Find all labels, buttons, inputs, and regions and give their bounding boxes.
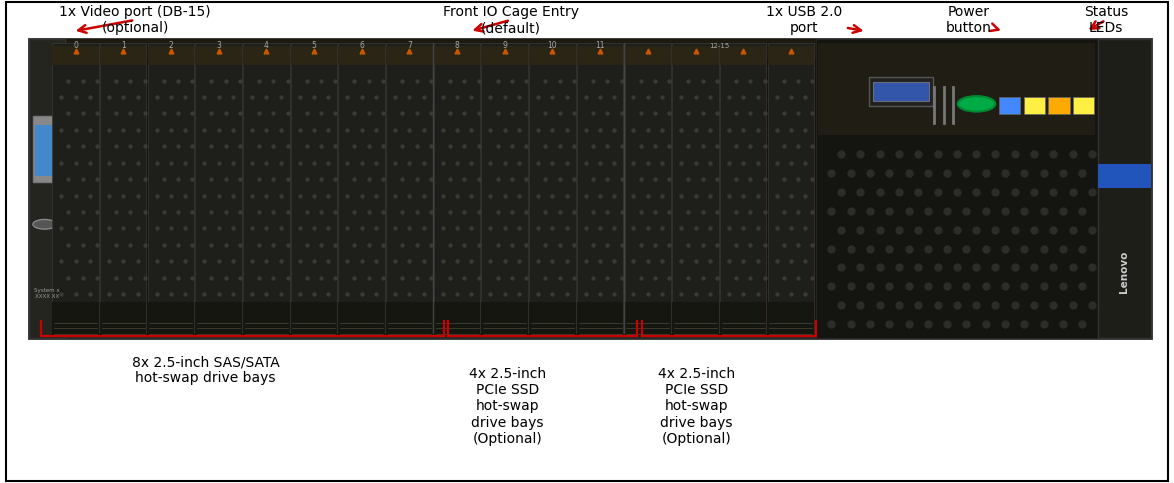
Bar xyxy=(818,43,1095,135)
Bar xyxy=(768,301,814,336)
Bar xyxy=(291,301,337,336)
Bar xyxy=(1048,97,1070,114)
Bar xyxy=(673,46,718,65)
Text: Status
LEDs: Status LEDs xyxy=(1084,5,1128,35)
Text: 4: 4 xyxy=(264,42,269,50)
Bar xyxy=(720,43,767,333)
Bar xyxy=(195,301,242,336)
Text: 9: 9 xyxy=(502,42,507,50)
Bar xyxy=(52,43,99,333)
Bar xyxy=(291,46,337,65)
Text: 11: 11 xyxy=(595,42,605,50)
Bar xyxy=(29,39,1151,58)
Bar xyxy=(386,43,432,333)
Text: 1x USB 2.0
port: 1x USB 2.0 port xyxy=(767,5,861,35)
Bar xyxy=(243,46,290,65)
Bar xyxy=(625,301,672,336)
Bar xyxy=(673,301,718,336)
Bar xyxy=(625,43,672,333)
Text: 5: 5 xyxy=(311,42,317,50)
Text: 10: 10 xyxy=(547,42,558,50)
Bar xyxy=(1098,164,1151,188)
Bar xyxy=(291,43,337,333)
Bar xyxy=(999,97,1020,114)
Bar xyxy=(195,43,242,333)
Bar xyxy=(873,82,929,101)
Text: 1: 1 xyxy=(121,42,126,50)
Bar xyxy=(100,301,147,336)
Bar xyxy=(529,43,575,333)
Bar xyxy=(720,46,767,65)
Bar xyxy=(33,116,58,183)
Bar xyxy=(100,46,147,65)
Bar xyxy=(148,46,194,65)
Text: Front IO Cage Entry
(default): Front IO Cage Entry (default) xyxy=(443,5,579,35)
Bar xyxy=(869,77,933,106)
Text: Power
button: Power button xyxy=(945,5,999,35)
Bar xyxy=(52,301,99,336)
Bar xyxy=(481,43,528,333)
Bar xyxy=(625,46,672,65)
Bar xyxy=(1024,97,1045,114)
Text: 8: 8 xyxy=(454,42,459,50)
Bar xyxy=(768,46,814,65)
Bar xyxy=(816,39,1098,338)
Text: 4x 2.5-inch
PCIe SSD
hot-swap
drive bays
(Optional): 4x 2.5-inch PCIe SSD hot-swap drive bays… xyxy=(468,367,546,446)
Text: 12-15: 12-15 xyxy=(709,43,729,49)
Bar xyxy=(576,43,623,333)
Bar xyxy=(433,301,480,336)
Bar xyxy=(100,43,147,333)
Bar xyxy=(52,46,99,65)
Text: 6: 6 xyxy=(359,42,364,50)
Text: 8x 2.5-inch SAS/SATA
hot-swap drive bays: 8x 2.5-inch SAS/SATA hot-swap drive bays xyxy=(131,355,279,385)
Bar xyxy=(481,301,528,336)
Bar xyxy=(386,46,432,65)
Bar xyxy=(433,43,480,333)
Text: 2: 2 xyxy=(169,42,174,50)
Bar xyxy=(720,301,767,336)
Text: 1x Video port (DB-15)
(optional): 1x Video port (DB-15) (optional) xyxy=(59,5,211,35)
Bar xyxy=(148,43,194,333)
Bar xyxy=(576,301,623,336)
Text: System x
XXXX XX: System x XXXX XX xyxy=(34,288,60,298)
Text: Lenovo: Lenovo xyxy=(1119,251,1129,293)
Bar xyxy=(576,46,623,65)
Bar xyxy=(768,43,814,333)
Bar xyxy=(386,301,432,336)
Bar xyxy=(243,43,290,333)
Bar xyxy=(243,301,290,336)
Bar xyxy=(529,46,575,65)
Bar xyxy=(673,43,718,333)
Bar xyxy=(195,46,242,65)
Bar xyxy=(338,43,385,333)
Circle shape xyxy=(33,219,56,229)
Bar xyxy=(60,134,65,164)
Bar xyxy=(29,39,1151,338)
Bar xyxy=(1098,39,1151,338)
Text: 0: 0 xyxy=(73,42,77,50)
Bar xyxy=(338,46,385,65)
Bar xyxy=(35,126,54,176)
Bar xyxy=(1073,97,1094,114)
Bar xyxy=(29,39,65,338)
Bar xyxy=(338,301,385,336)
Bar xyxy=(529,301,575,336)
Bar xyxy=(148,301,194,336)
Text: 3: 3 xyxy=(216,42,221,50)
Text: 7: 7 xyxy=(407,42,412,50)
Text: 4x 2.5-inch
PCIe SSD
hot-swap
drive bays
(Optional): 4x 2.5-inch PCIe SSD hot-swap drive bays… xyxy=(657,367,735,446)
Bar xyxy=(433,46,480,65)
Circle shape xyxy=(958,96,996,112)
Bar xyxy=(481,46,528,65)
